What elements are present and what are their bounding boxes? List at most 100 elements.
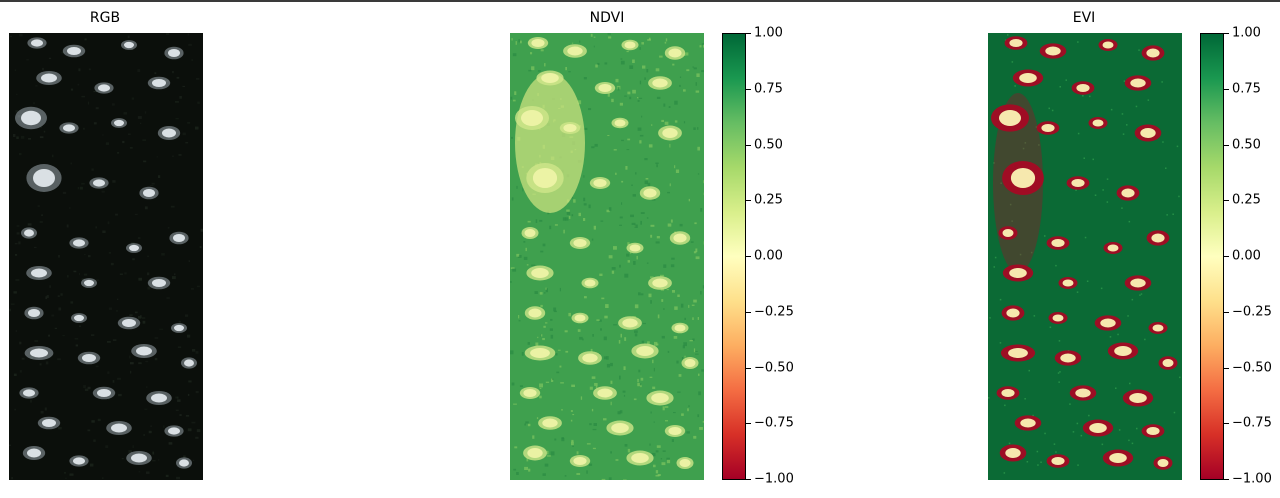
evi-cloud (1075, 388, 1091, 398)
rgb-terrain-pixel (39, 136, 44, 139)
ndvi-pixel (653, 464, 656, 468)
rgb-terrain-pixel (102, 477, 104, 479)
rgb-cloud (168, 48, 180, 58)
ndvi-pixel (512, 53, 517, 57)
ndvi-pixel (511, 136, 513, 139)
evi-cloud (1005, 448, 1021, 458)
evi-pixel (1129, 382, 1131, 385)
ndvi-pixel (634, 333, 638, 337)
rgb-terrain-pixel (70, 301, 74, 304)
ndvi-pixel (637, 97, 639, 99)
ndvi-cloud (531, 39, 545, 47)
ndvi-pixel (510, 267, 515, 269)
ndvi-pixel (540, 334, 543, 337)
ndvi-pixel (546, 455, 551, 457)
rgb-terrain-pixel (16, 136, 19, 139)
rgb-terrain-pixel (77, 187, 80, 190)
ndvi-cloud (622, 318, 638, 328)
rgb-terrain-pixel (81, 182, 85, 185)
ndvi-pixel (699, 45, 702, 48)
evi-pixel (1044, 432, 1046, 435)
rgb-terrain-pixel (174, 273, 176, 276)
evi-pixel (1076, 422, 1079, 425)
rgb-terrain-pixel (9, 308, 11, 312)
ndvi-pixel (641, 340, 645, 344)
ndvi-pixel (680, 303, 684, 308)
ndvi-pixel (525, 247, 527, 252)
ndvi-pixel (646, 262, 649, 264)
rgb-terrain-pixel (16, 225, 20, 227)
ndvi-pixel (661, 299, 664, 302)
ndvi-pixel (532, 435, 535, 439)
ndvi-pixel (514, 91, 517, 95)
ndvi-pixel (634, 304, 639, 309)
ndvi-pixel (674, 120, 678, 123)
ndvi-pixel (578, 212, 581, 217)
evi-pixel (1072, 431, 1075, 433)
rgb-terrain-pixel (93, 439, 96, 442)
ndvi-pixel (527, 342, 530, 345)
ndvi-pixel (698, 391, 701, 396)
ndvi-pixel (694, 222, 697, 225)
ndvi-pixel (512, 99, 516, 102)
ndvi-pixel (511, 38, 513, 41)
ndvi-pixel (695, 90, 700, 93)
evi-pixel (1128, 439, 1130, 442)
ndvi-pixel (692, 317, 694, 320)
ndvi-pixel (675, 169, 680, 173)
evi-pixel (993, 162, 995, 164)
ndvi-pixel (686, 69, 690, 72)
rgb-terrain-pixel (182, 132, 186, 136)
ndvi-pixel (595, 64, 598, 68)
rgb-terrain-pixel (20, 135, 25, 139)
ndvi-pixel (613, 246, 617, 250)
ndvi-pixel (639, 47, 641, 50)
ndvi-pixel (603, 356, 607, 360)
ndvi-pixel (700, 208, 703, 212)
rgb-terrain-pixel (167, 227, 170, 229)
ndvi-pixel (545, 322, 548, 324)
ndvi-colorbar-tick-mark (746, 256, 751, 257)
ndvi-pixel (626, 50, 629, 53)
ndvi-pixel (555, 353, 558, 356)
rgb-terrain-pixel (101, 190, 105, 193)
ndvi-pixel (701, 369, 704, 372)
ndvi-pixel (595, 385, 598, 389)
evi-colorbar-tick-mark (1224, 33, 1229, 34)
evi-pixel (1101, 443, 1104, 446)
ndvi-colorbar-tick-mark (746, 368, 751, 369)
evi-colorbar-tick-label: −1.00 (1232, 471, 1272, 487)
rgb-terrain-pixel (88, 255, 91, 258)
ndvi-cloud (573, 457, 587, 465)
rgb-cloud (174, 324, 184, 332)
evi-colorbar-tick-label: 0.75 (1232, 81, 1261, 97)
rgb-terrain-pixel (146, 386, 148, 388)
ndvi-pixel (604, 62, 608, 65)
ndvi-pixel (610, 401, 612, 406)
ndvi-pixel (642, 322, 646, 325)
rgb-terrain-pixel (40, 126, 42, 128)
ndvi-pixel (664, 41, 667, 44)
rgb-terrain-pixel (176, 476, 180, 480)
ndvi-pixel (639, 383, 642, 386)
rgb-terrain-pixel (138, 315, 142, 319)
ndvi-pixel (539, 387, 542, 389)
rgb-terrain-pixel (14, 69, 17, 71)
rgb-terrain-pixel (112, 180, 116, 183)
ndvi-pixel (623, 394, 626, 397)
ndvi-cloud (584, 279, 596, 287)
rgb-terrain-pixel (147, 272, 150, 276)
ndvi-pixel (654, 341, 658, 346)
rgb-terrain-pixel (130, 362, 134, 365)
ndvi-pixel (603, 336, 607, 341)
ndvi-pixel (642, 65, 646, 69)
ndvi-pixel (518, 320, 521, 322)
ndvi-pixel (610, 362, 613, 367)
ndvi-pixel (688, 304, 690, 308)
ndvi-pixel (539, 383, 543, 388)
rgb-terrain-pixel (147, 255, 149, 257)
ndvi-pixel (540, 49, 544, 52)
ndvi-pixel (531, 66, 535, 71)
rgb-cloud (136, 346, 152, 356)
ndvi-pixel (662, 450, 666, 452)
